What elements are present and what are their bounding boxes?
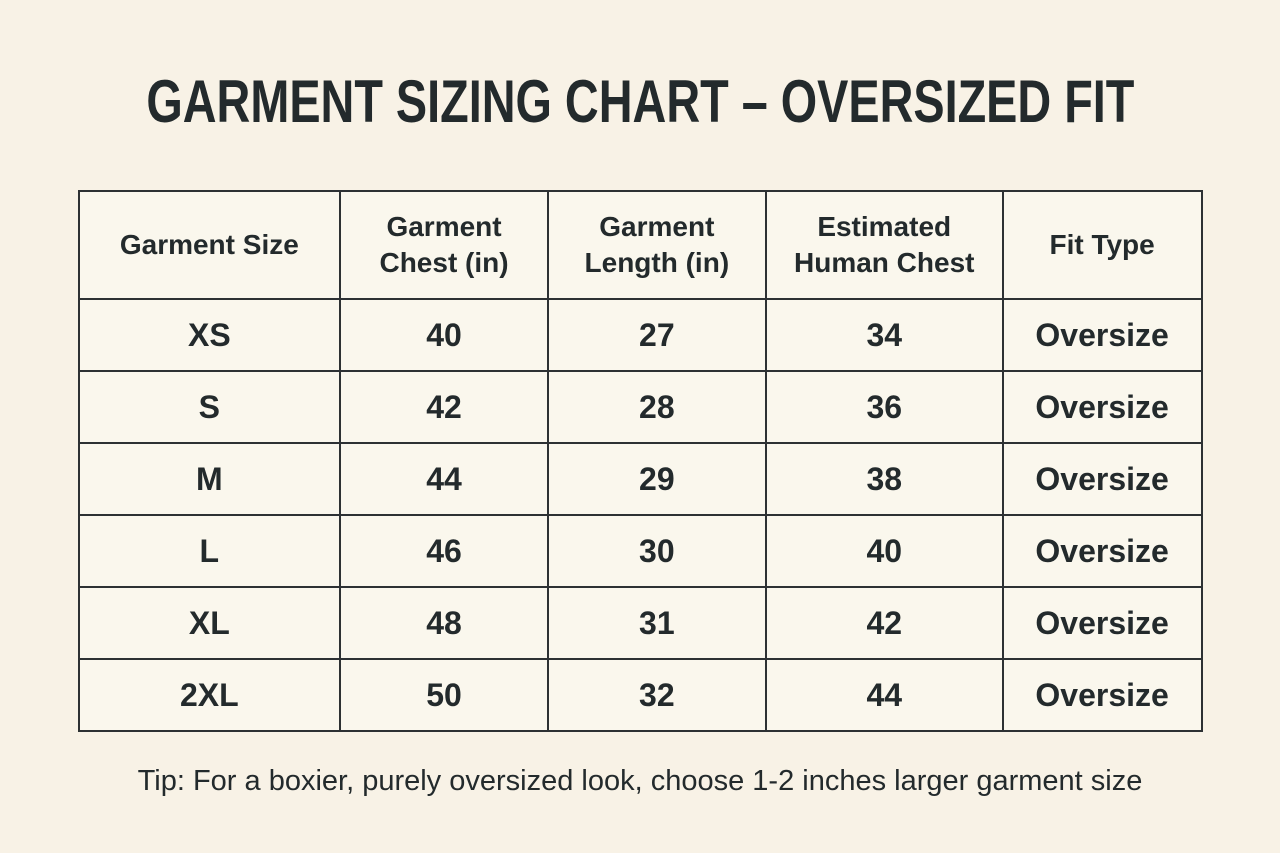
cell-human-chest: 44 bbox=[764, 658, 1004, 732]
cell-size: L bbox=[77, 514, 342, 588]
page-title-container: GARMENT SIZING CHART – OVERSIZED FIT bbox=[0, 0, 1280, 136]
cell-length: 27 bbox=[546, 298, 767, 372]
cell-chest: 44 bbox=[339, 442, 549, 516]
cell-length: 31 bbox=[546, 586, 767, 660]
cell-fit-type: Oversize bbox=[1001, 514, 1203, 588]
cell-chest: 50 bbox=[339, 658, 549, 732]
table-body: XS 40 27 34 Oversize S 42 28 36 Oversize… bbox=[77, 298, 1203, 732]
cell-length: 28 bbox=[546, 370, 767, 444]
column-header-garment-size: Garment Size bbox=[77, 190, 342, 300]
cell-fit-type: Oversize bbox=[1001, 442, 1203, 516]
header-row: Garment Size Garment Chest (in) Garment … bbox=[77, 190, 1203, 300]
column-header-fit-type: Fit Type bbox=[1001, 190, 1203, 300]
cell-size: 2XL bbox=[77, 658, 342, 732]
table-row-2xl: 2XL 50 32 44 Oversize bbox=[77, 658, 1203, 732]
cell-size: XS bbox=[77, 298, 342, 372]
cell-human-chest: 42 bbox=[764, 586, 1004, 660]
cell-fit-type: Oversize bbox=[1001, 370, 1203, 444]
column-header-human-chest: Estimated Human Chest bbox=[764, 190, 1004, 300]
cell-human-chest: 36 bbox=[764, 370, 1004, 444]
cell-chest: 40 bbox=[339, 298, 549, 372]
cell-human-chest: 38 bbox=[764, 442, 1004, 516]
column-header-garment-length: Garment Length (in) bbox=[546, 190, 767, 300]
cell-length: 30 bbox=[546, 514, 767, 588]
cell-length: 32 bbox=[546, 658, 767, 732]
table-row-s: S 42 28 36 Oversize bbox=[77, 370, 1203, 444]
tip-text: Tip: For a boxier, purely oversized look… bbox=[137, 765, 1143, 797]
cell-chest: 42 bbox=[339, 370, 549, 444]
cell-fit-type: Oversize bbox=[1001, 298, 1203, 372]
cell-fit-type: Oversize bbox=[1001, 586, 1203, 660]
cell-human-chest: 34 bbox=[764, 298, 1004, 372]
garment-sizing-table: Garment Size Garment Chest (in) Garment … bbox=[77, 190, 1203, 732]
cell-size: M bbox=[77, 442, 342, 516]
cell-chest: 48 bbox=[339, 586, 549, 660]
cell-size: XL bbox=[77, 586, 342, 660]
table-row-l: L 46 30 40 Oversize bbox=[77, 514, 1203, 588]
page-title: GARMENT SIZING CHART – OVERSIZED FIT bbox=[145, 68, 1135, 135]
table-row-m: M 44 29 38 Oversize bbox=[77, 442, 1203, 516]
table-row-xl: XL 48 31 42 Oversize bbox=[77, 586, 1203, 660]
cell-human-chest: 40 bbox=[764, 514, 1004, 588]
cell-fit-type: Oversize bbox=[1001, 658, 1203, 732]
cell-chest: 46 bbox=[339, 514, 549, 588]
column-header-garment-chest: Garment Chest (in) bbox=[339, 190, 549, 300]
table-header: Garment Size Garment Chest (in) Garment … bbox=[77, 190, 1203, 300]
cell-length: 29 bbox=[546, 442, 767, 516]
cell-size: S bbox=[77, 370, 342, 444]
table-row-xs: XS 40 27 34 Oversize bbox=[77, 298, 1203, 372]
